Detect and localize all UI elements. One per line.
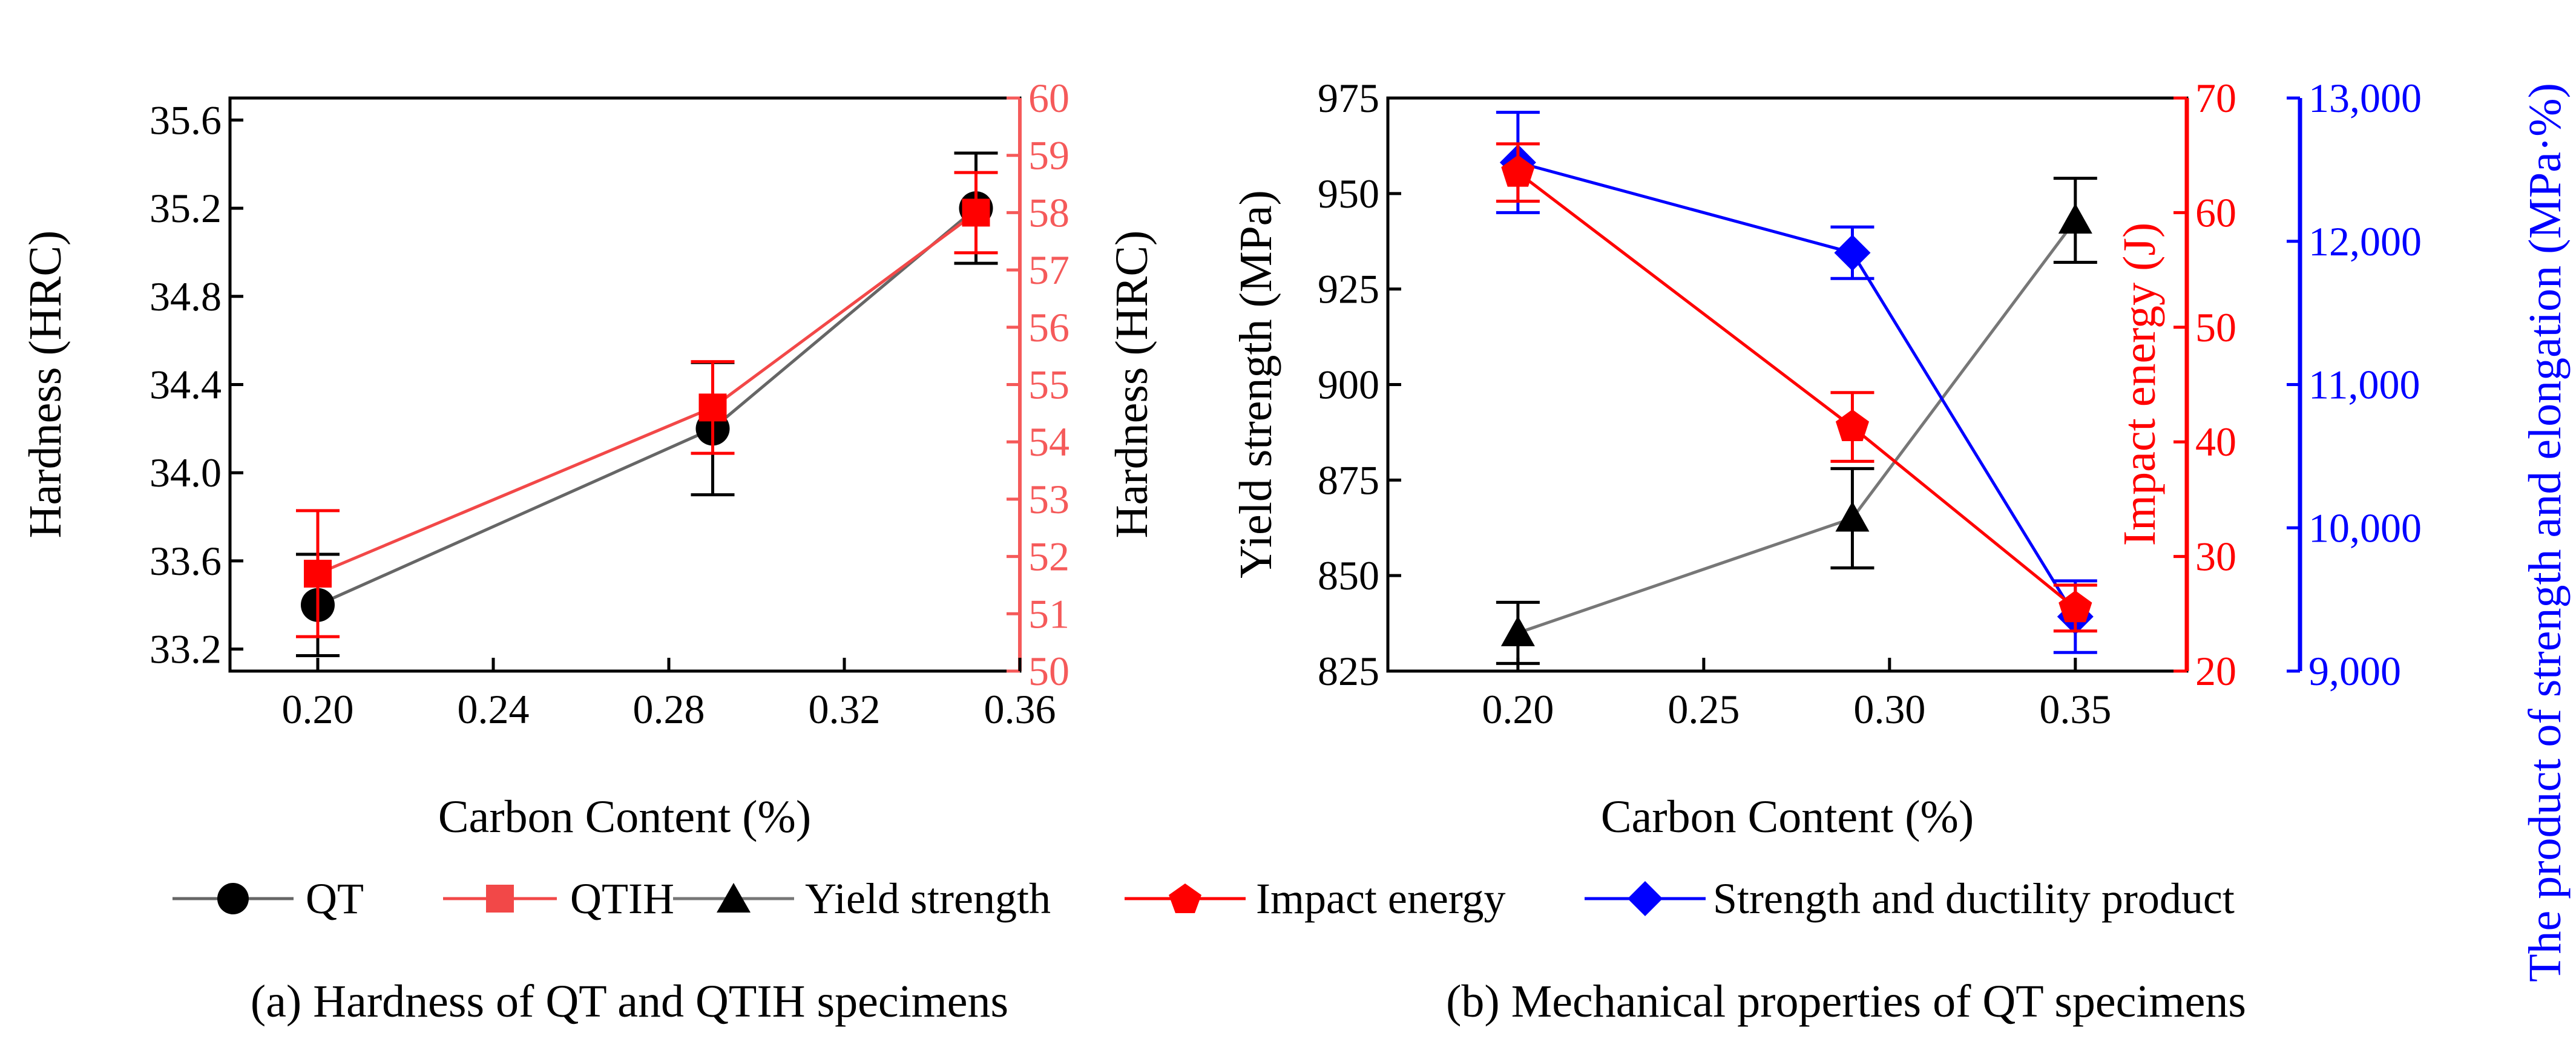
legend-marker-yield	[717, 883, 751, 913]
right1-y-tick-label: 50	[2195, 304, 2236, 350]
x-ticks: 0.20 0.24 0.28 0.32 0.36	[282, 658, 1056, 732]
left-y-tick-label: 34.8	[150, 274, 222, 320]
strength-ductility-point	[1834, 234, 1871, 271]
left-y-tick-label: 33.2	[150, 626, 222, 672]
impact-energy-point	[1501, 155, 1535, 187]
legend-label-sdp: Strength and ductility product	[1713, 874, 2235, 923]
x-tick-label: 0.30	[1853, 686, 1925, 732]
right-y-tick-label: 52	[1028, 534, 1070, 580]
right1-y-tick-label: 30	[2195, 534, 2236, 580]
left-y-ticks: 33.2 33.6 34.0 34.4 34.8 35.2 35.6	[150, 97, 243, 672]
legend: QT QTIH Yield strength Impact energy Str…	[172, 874, 2235, 923]
right-y-ticks: 50 51 52 53 54 55 56 57 58 59 60	[1007, 75, 1070, 694]
legend-label-qt: QT	[306, 874, 364, 923]
legend-item-impact: Impact energy	[1125, 874, 1506, 923]
legend-label-impact: Impact energy	[1256, 874, 1506, 923]
right-y-tick-label: 54	[1028, 419, 1070, 465]
left-y-tick-label: 975	[1318, 75, 1379, 121]
left-y-tick-label: 35.2	[150, 185, 222, 231]
legend-item-sdp: Strength and ductility product	[1585, 874, 2235, 923]
series-layer	[1496, 111, 2097, 665]
legend-label-yield: Yield strength	[805, 874, 1051, 923]
left-y-tick-label: 33.6	[150, 538, 222, 584]
right2-y-axis-title: The product of strength and elongation (…	[2520, 83, 2571, 982]
left-y-axis-title: Hardness (HRC)	[20, 231, 71, 539]
x-tick-label: 0.25	[1668, 686, 1740, 732]
right-y-tick-label: 55	[1028, 362, 1070, 408]
yield-strength-point	[2058, 203, 2092, 234]
mechanical-properties-chart: 825 850 875 900 925 950 975 20 30 40 50 60 70 9,000…	[1230, 75, 2571, 1027]
yield-strength-point	[1500, 615, 1535, 646]
legend-item-qtih: QTIH	[443, 874, 674, 923]
caption-b: (b) Mechanical properties of QT specimen…	[1446, 976, 2246, 1027]
impact-energy-point	[1835, 409, 1869, 441]
right2-y-tick-label: 11,000	[2308, 362, 2420, 408]
x-tick-label: 0.35	[2039, 686, 2111, 732]
right1-y-tick-label: 70	[2195, 75, 2236, 121]
strength-ductility-line	[1517, 161, 2077, 618]
left-y-tick-label: 850	[1318, 552, 1379, 598]
left-y-tick-label: 925	[1318, 266, 1379, 312]
right2-y-tick-label: 12,000	[2308, 218, 2422, 264]
qt-line	[317, 207, 978, 606]
legend-item-yield: Yield strength	[673, 874, 1051, 923]
right-y-tick-label: 50	[1028, 648, 1070, 694]
right-y-axis-title: Hardness (HRC)	[1106, 231, 1157, 539]
left-y-ticks: 825 850 875 900 925 950 975	[1318, 75, 1401, 694]
x-tick-label: 0.24	[458, 686, 530, 732]
left-y-tick-label: 875	[1318, 457, 1379, 503]
right2-y-ticks: 9,000 10,000 11,000 12,000 13,000	[2287, 75, 2422, 694]
right-y-tick-label: 57	[1028, 247, 1070, 293]
x-tick-label: 0.36	[984, 686, 1056, 732]
legend-marker-impact	[1169, 883, 1201, 913]
yield-strength-line	[1517, 219, 2077, 635]
right-y-tick-label: 53	[1028, 476, 1070, 522]
legend-item-qt: QT	[172, 874, 364, 923]
left-y-tick-label: 825	[1318, 648, 1379, 694]
yield-strength-point	[1835, 501, 1870, 532]
right-y-tick-label: 56	[1028, 304, 1070, 350]
right-y-tick-label: 59	[1028, 133, 1070, 179]
legend-marker-qt	[217, 883, 249, 914]
plot-frame	[228, 96, 1022, 673]
x-tick-label: 0.20	[1482, 686, 1554, 732]
legend-marker-sdp	[1628, 881, 1663, 916]
qtih-point	[304, 560, 332, 588]
impact-energy-point	[2058, 590, 2092, 623]
x-axis-title: Carbon Content (%)	[438, 792, 811, 842]
x-ticks: 0.20 0.25 0.30 0.35	[1482, 658, 2111, 732]
left-y-tick-label: 35.6	[150, 97, 222, 143]
x-tick-label: 0.20	[282, 686, 354, 732]
legend-label-qtih: QTIH	[570, 874, 674, 923]
right2-y-tick-label: 13,000	[2308, 75, 2422, 121]
left-y-tick-label: 34.0	[150, 450, 222, 496]
series-layer	[296, 151, 998, 658]
left-y-tick-label: 900	[1318, 362, 1379, 408]
caption-a: (a) Hardness of QT and QTIH specimens	[251, 976, 1008, 1027]
right1-y-tick-label: 60	[2195, 189, 2236, 235]
qtih-point	[962, 198, 990, 227]
hardness-chart: 33.233.634.034.434.835.235.6 50515253545…	[20, 75, 1157, 1027]
right-y-tick-label: 51	[1028, 591, 1070, 637]
qtih-point	[698, 393, 727, 422]
left-y-tick-label: 34.4	[150, 362, 222, 408]
right1-y-tick-label: 20	[2195, 648, 2236, 694]
left-y-axis-title: Yield strength (MPa)	[1230, 190, 1281, 579]
right-y-tick-label: 58	[1028, 189, 1070, 235]
x-tick-label: 0.28	[633, 686, 705, 732]
qtih-line	[317, 211, 977, 575]
right2-y-tick-label: 9,000	[2308, 648, 2401, 694]
left-y-tick-label: 950	[1318, 171, 1379, 217]
right1-y-tick-label: 40	[2195, 419, 2236, 465]
right1-y-ticks: 20 30 40 50 60 70	[2174, 75, 2236, 694]
legend-marker-qtih	[486, 885, 514, 913]
right-y-tick-label: 60	[1028, 75, 1070, 121]
x-tick-label: 0.32	[809, 686, 881, 732]
right1-y-axis-title: Impact energy (J)	[2114, 223, 2165, 546]
right2-y-tick-label: 10,000	[2308, 505, 2422, 551]
x-axis-title: Carbon Content (%)	[1601, 792, 1974, 842]
